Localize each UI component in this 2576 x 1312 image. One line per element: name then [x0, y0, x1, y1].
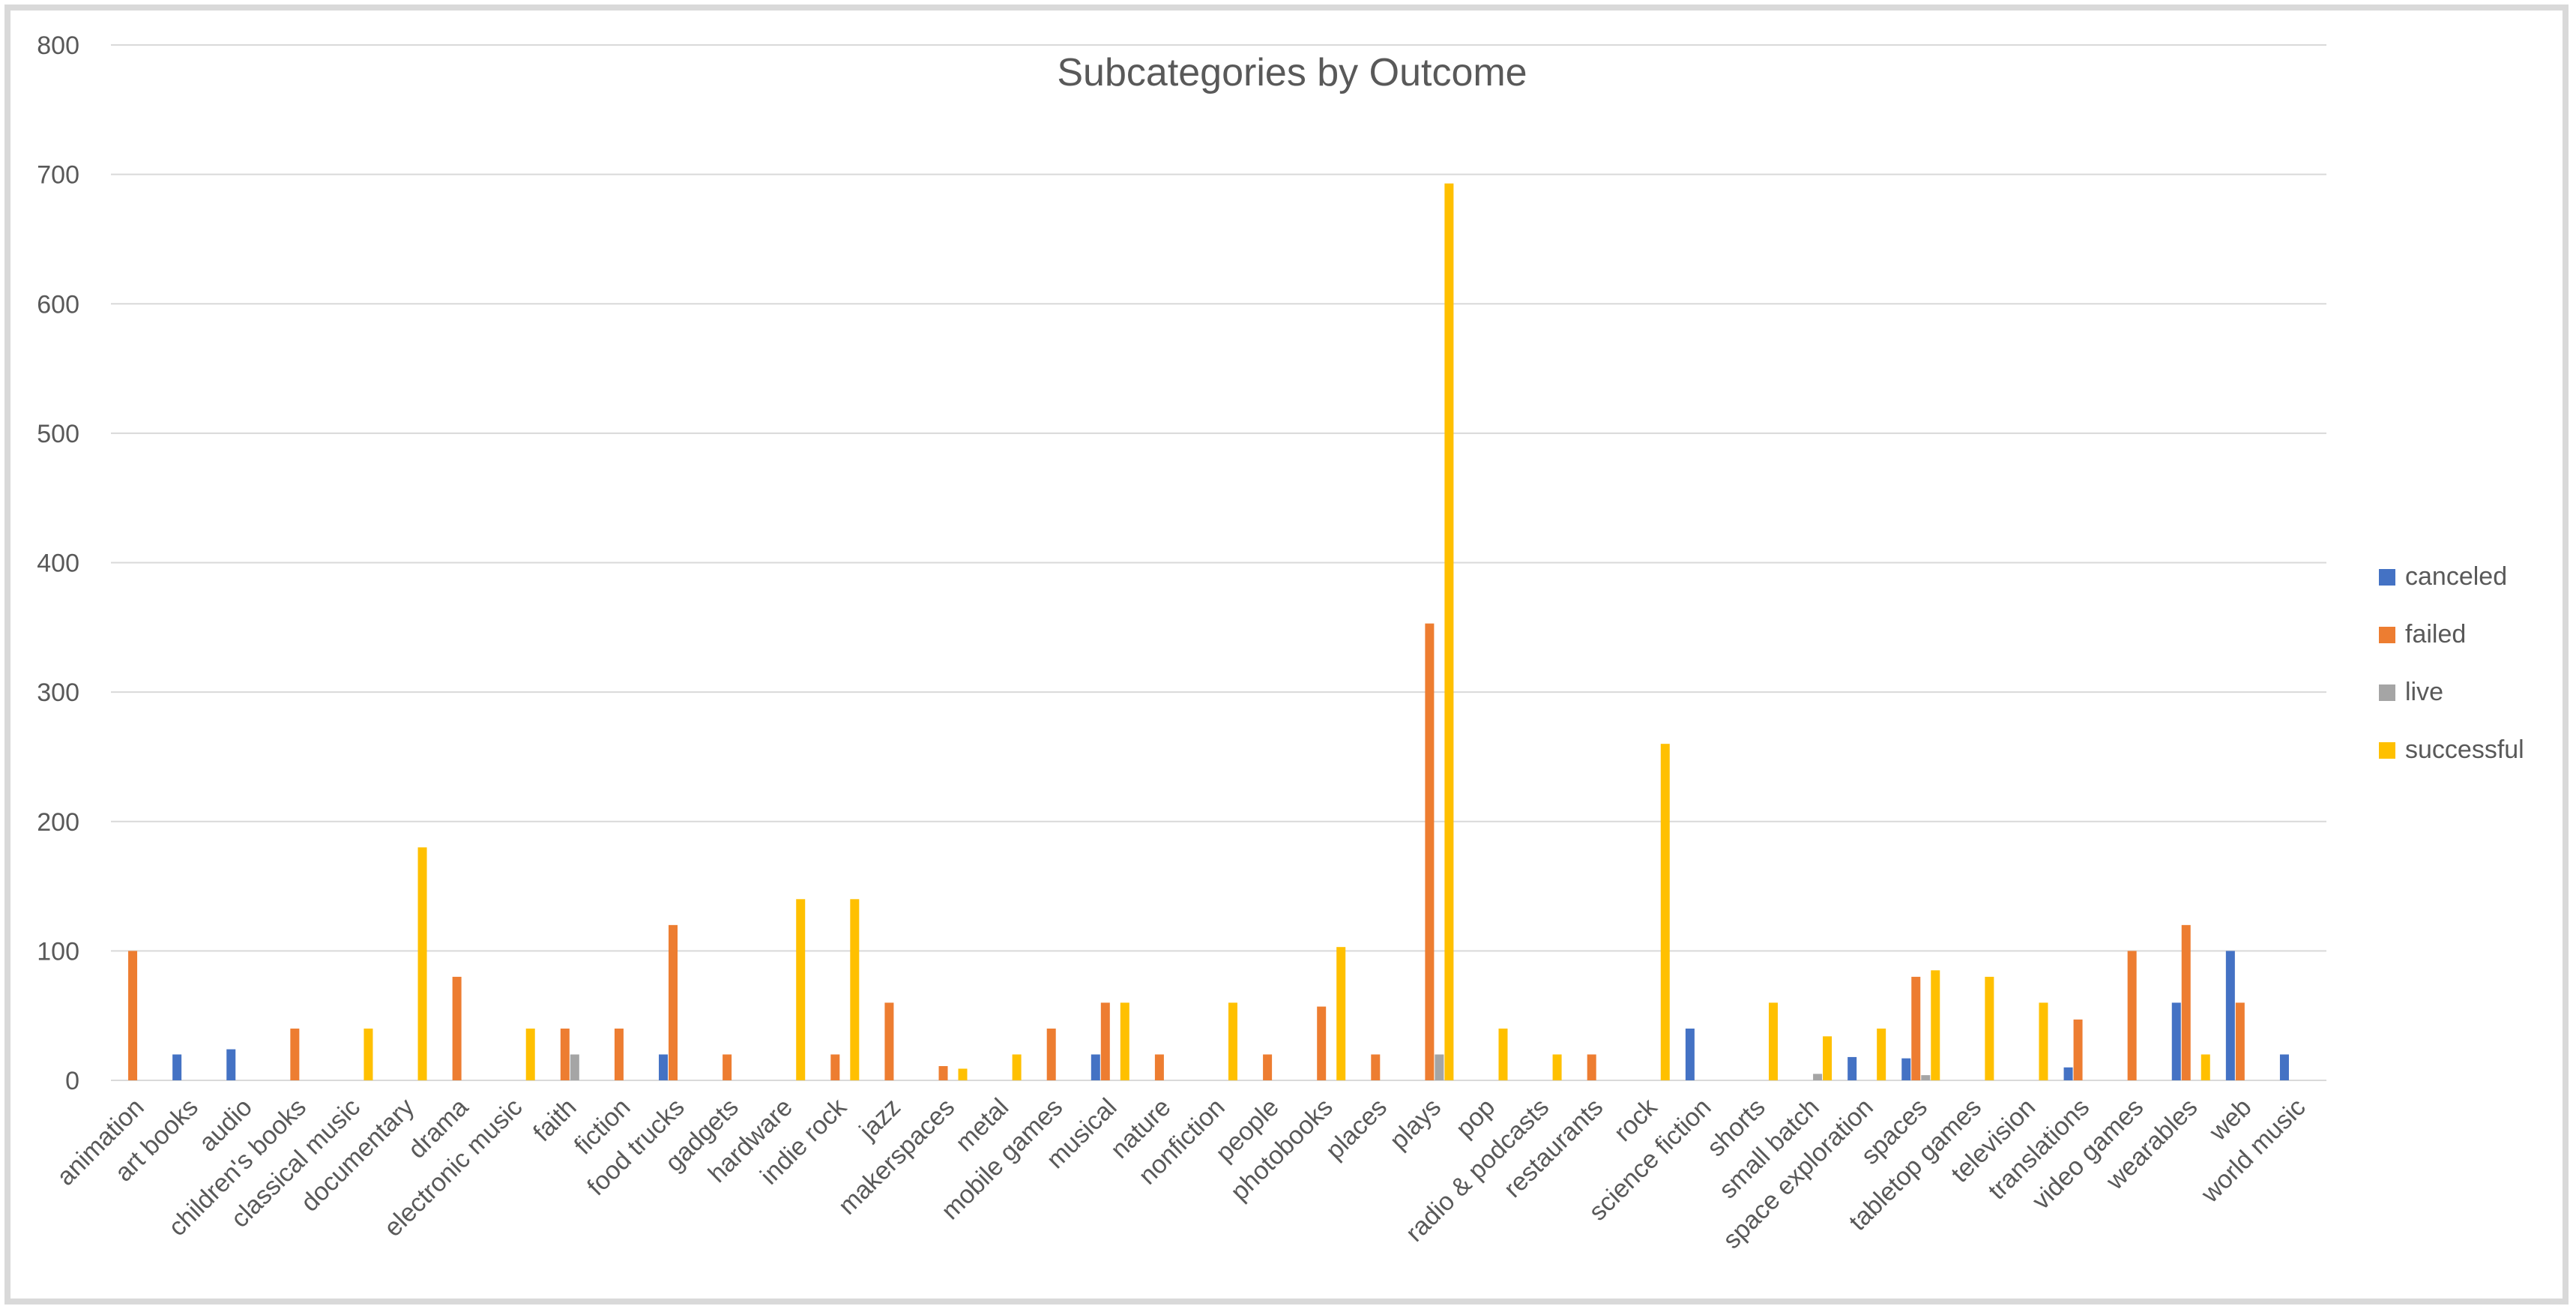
y-tick-label: 700 [37, 161, 79, 190]
bar-failed [1263, 1054, 1273, 1080]
bar-successful [796, 899, 806, 1080]
x-tick-label: places [1321, 1093, 1393, 1165]
bar-successful [2039, 1002, 2048, 1080]
legend-label-successful: successful [2405, 735, 2524, 764]
chart-title: Subcategories by Outcome [1057, 51, 1527, 94]
bar-canceled [1901, 1058, 1911, 1080]
bar-failed [1046, 1028, 1056, 1080]
y-tick-label: 100 [37, 937, 79, 966]
bar-successful [1498, 1028, 1508, 1080]
bars [128, 183, 2289, 1081]
bar-canceled [1685, 1028, 1695, 1080]
bar-successful [364, 1028, 373, 1080]
legend-swatch-successful [2379, 742, 2395, 759]
bar-successful [1336, 947, 1346, 1080]
bar-failed [2127, 951, 2137, 1080]
bar-failed [1587, 1054, 1596, 1080]
bar-canceled [172, 1054, 182, 1080]
bar-failed [560, 1028, 570, 1080]
bar-successful [2201, 1054, 2210, 1080]
y-tick-label: 200 [37, 808, 79, 837]
bar-canceled [2063, 1067, 2073, 1080]
legend: canceled failed live successful [2379, 562, 2524, 764]
legend-label-canceled: canceled [2405, 562, 2507, 591]
bar-failed [2181, 924, 2191, 1080]
bar-canceled [2279, 1054, 2289, 1080]
bar-failed [2235, 1002, 2245, 1080]
bar-live [1813, 1074, 1823, 1080]
bar-failed [830, 1054, 840, 1080]
bar-canceled [2171, 1002, 2181, 1080]
bar-failed [614, 1028, 624, 1080]
bar-canceled [1847, 1056, 1857, 1080]
bar-successful [850, 899, 860, 1080]
bar-successful [1985, 976, 1994, 1080]
bar-successful [1877, 1028, 1886, 1080]
bar-canceled [1091, 1054, 1100, 1080]
chart-frame: Subcategories by Outcome 0 100 200 300 400 50… [4, 4, 2569, 1305]
legend-swatch-canceled [2379, 569, 2395, 586]
bar-canceled [2225, 951, 2235, 1080]
bar-failed [290, 1028, 300, 1080]
y-tick-label: 600 [37, 290, 79, 319]
y-tick-label: 400 [37, 550, 79, 578]
bar-live [570, 1054, 579, 1080]
bar-successful [1012, 1054, 1022, 1080]
bar-failed [2073, 1019, 2083, 1080]
bar-live [1435, 1054, 1444, 1080]
bar-successful [525, 1028, 535, 1080]
bar-successful [1228, 1002, 1237, 1080]
y-tick-label: 800 [37, 31, 79, 60]
bar-failed [1911, 976, 1921, 1080]
bar-failed [884, 1002, 894, 1080]
y-tick-label: 500 [37, 420, 79, 448]
bar-failed [1154, 1054, 1164, 1080]
bar-canceled [226, 1049, 236, 1080]
bar-failed [1317, 1006, 1327, 1080]
bar-failed [723, 1054, 732, 1080]
y-tick-label: 300 [37, 678, 79, 707]
bar-successful [1768, 1002, 1778, 1080]
bar-successful [1660, 744, 1670, 1080]
bar-failed [452, 976, 462, 1080]
bar-failed [1371, 1054, 1381, 1080]
gridlines [111, 44, 2326, 1081]
legend-label-failed: failed [2405, 620, 2466, 649]
y-tick-label: 0 [65, 1067, 79, 1095]
bar-successful [958, 1068, 968, 1080]
bar-failed [1425, 623, 1435, 1080]
y-axis-tick-labels: 0 100 200 300 400 500 600 700 800 [37, 31, 79, 1095]
bar-canceled [659, 1054, 669, 1080]
bar-successful [417, 847, 427, 1080]
legend-swatch-live [2379, 684, 2395, 701]
bar-successful [1120, 1002, 1129, 1080]
bar-successful [1552, 1054, 1562, 1080]
bar-failed [1100, 1002, 1110, 1080]
bar-chart: Subcategories by Outcome 0 100 200 300 400 50… [37, 31, 2524, 1254]
legend-swatch-failed [2379, 627, 2395, 643]
bar-failed [938, 1066, 948, 1080]
bar-live [1921, 1075, 1931, 1080]
x-tick-label: plays [1384, 1093, 1447, 1155]
bar-successful [1823, 1036, 1833, 1080]
bar-successful [1444, 183, 1454, 1081]
bar-failed [128, 951, 138, 1080]
bar-successful [1931, 970, 1940, 1080]
bar-failed [669, 924, 678, 1080]
legend-label-live: live [2405, 678, 2443, 706]
